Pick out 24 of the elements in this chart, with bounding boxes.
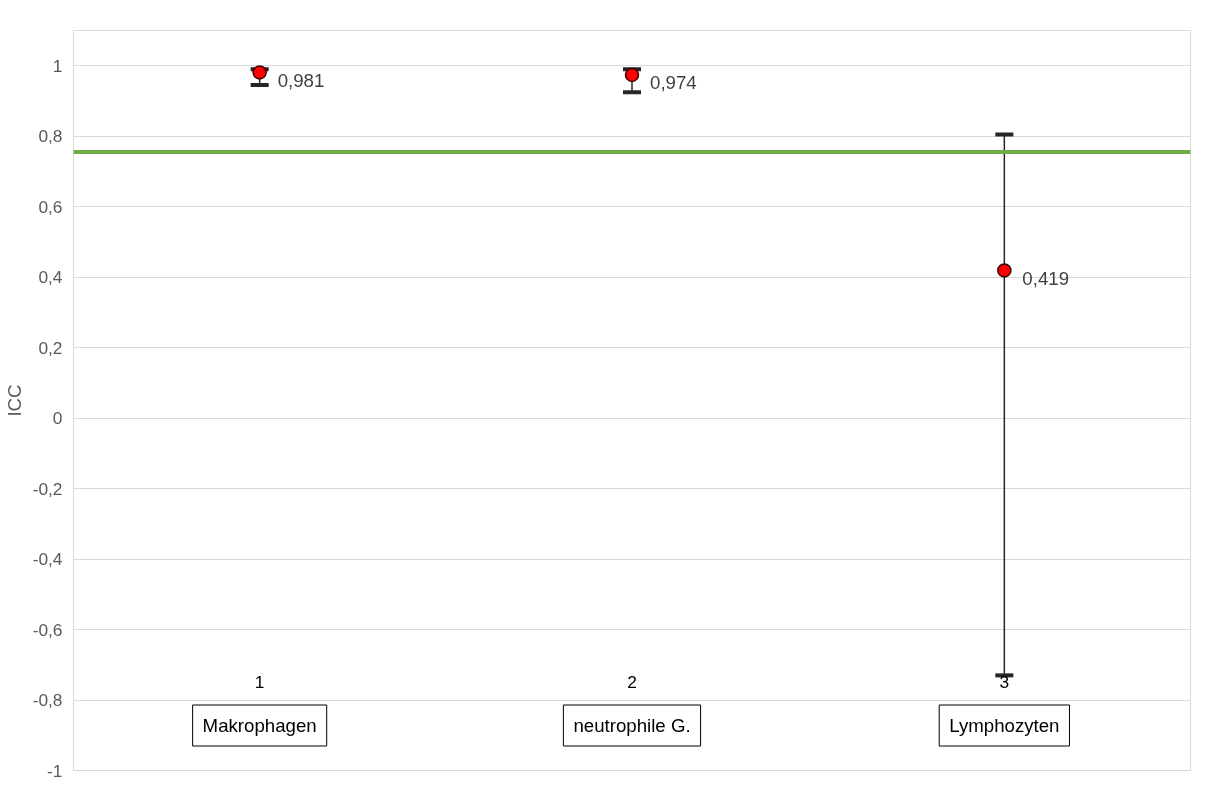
data-label: 0,974: [650, 72, 697, 94]
y-tick-label: -0,4: [32, 549, 63, 570]
data-label: 0,419: [1022, 267, 1070, 289]
x-tick-label: 3: [999, 671, 1010, 692]
point: [624, 67, 640, 83]
x-tick-label: 2: [627, 671, 637, 692]
y-tick-label: -0,2: [32, 478, 63, 499]
x-tick-label: 1: [254, 671, 265, 692]
point: [997, 263, 1012, 278]
y-tick-label: 0,8: [38, 126, 63, 147]
y-tick-label: 0: [52, 408, 63, 429]
y-tick-label: -1: [47, 760, 63, 781]
point: [252, 65, 267, 80]
y-tick-label: 1: [52, 55, 63, 76]
annotation: neutrophile G.: [573, 715, 691, 736]
y-tick-label: 0,2: [38, 337, 63, 358]
data-label: 0,981: [277, 69, 325, 91]
y-tick-label: -0,6: [32, 619, 63, 640]
annotation: Makrophagen: [202, 715, 317, 736]
y-axis-title: ICC: [3, 384, 25, 417]
y-tick-label: -0,8: [32, 690, 63, 711]
y-tick-label: 0,6: [38, 196, 63, 217]
annotation: Lymphozyten: [949, 715, 1060, 736]
y-tick-label: 0,4: [38, 267, 63, 288]
